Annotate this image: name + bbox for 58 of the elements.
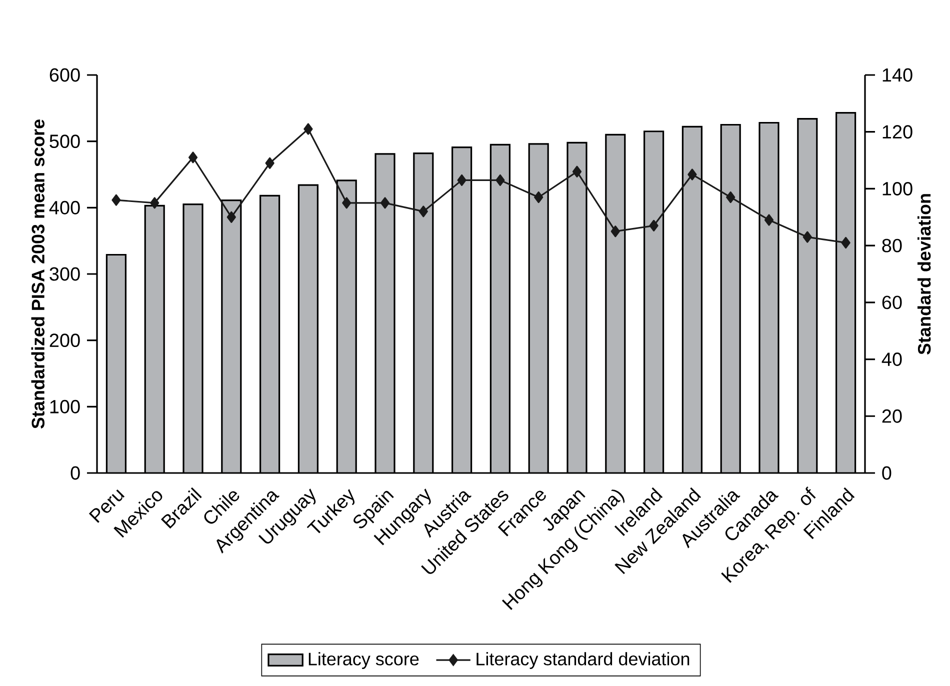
bar	[260, 196, 280, 473]
bar	[337, 180, 356, 473]
y2-tick-label: 120	[882, 125, 912, 139]
point	[802, 231, 812, 243]
bar	[414, 153, 433, 473]
point	[726, 191, 736, 204]
y-tick-label: 500	[50, 134, 80, 148]
y2-tick-label: 20	[882, 409, 902, 423]
y2-tick-label: 40	[882, 352, 902, 366]
point	[304, 123, 313, 135]
point	[226, 211, 236, 223]
point	[496, 174, 505, 186]
point	[150, 197, 160, 209]
bar	[798, 118, 817, 473]
point	[764, 214, 774, 226]
point	[649, 220, 658, 232]
bar	[145, 206, 164, 473]
y2-tick-label: 140	[882, 68, 912, 82]
y-tick-label: 0	[70, 466, 80, 480]
y2-axis-title: Standard deviation	[917, 194, 931, 354]
point	[610, 226, 620, 238]
bar	[567, 142, 586, 473]
y-tick-label: 300	[50, 267, 80, 281]
y2-tick-label: 100	[882, 182, 912, 196]
bar	[644, 131, 664, 473]
y-tick-label: 200	[50, 334, 80, 348]
y2-tick-label: 0	[882, 466, 892, 480]
bar	[721, 124, 740, 473]
point	[841, 236, 850, 249]
y-tick-label: 400	[49, 200, 80, 214]
point	[418, 206, 428, 218]
bar	[376, 154, 395, 473]
legend-label: Literacy standard deviation	[476, 652, 690, 669]
y-tick-label: 600	[50, 68, 80, 82]
point	[572, 166, 582, 178]
point	[688, 168, 697, 180]
bar	[836, 112, 856, 473]
bar	[759, 122, 778, 473]
bar	[682, 126, 702, 473]
point	[188, 152, 198, 164]
y-axis-title: Standardized PISA 2003 mean score	[31, 120, 44, 429]
y-tick-label: 100	[50, 400, 80, 414]
y2-tick-label: 80	[882, 238, 902, 252]
bar	[222, 200, 241, 473]
point	[265, 157, 274, 169]
point	[112, 194, 121, 206]
bar	[606, 134, 625, 473]
point	[380, 197, 390, 209]
bar	[490, 144, 510, 473]
y2-tick-label: 60	[882, 296, 902, 310]
point	[534, 191, 544, 204]
bar	[106, 254, 126, 473]
point	[457, 174, 466, 186]
bar	[452, 147, 472, 473]
bar	[529, 144, 548, 473]
bar	[298, 185, 318, 473]
legend-label: Literacy score	[308, 652, 419, 669]
point	[342, 197, 352, 209]
